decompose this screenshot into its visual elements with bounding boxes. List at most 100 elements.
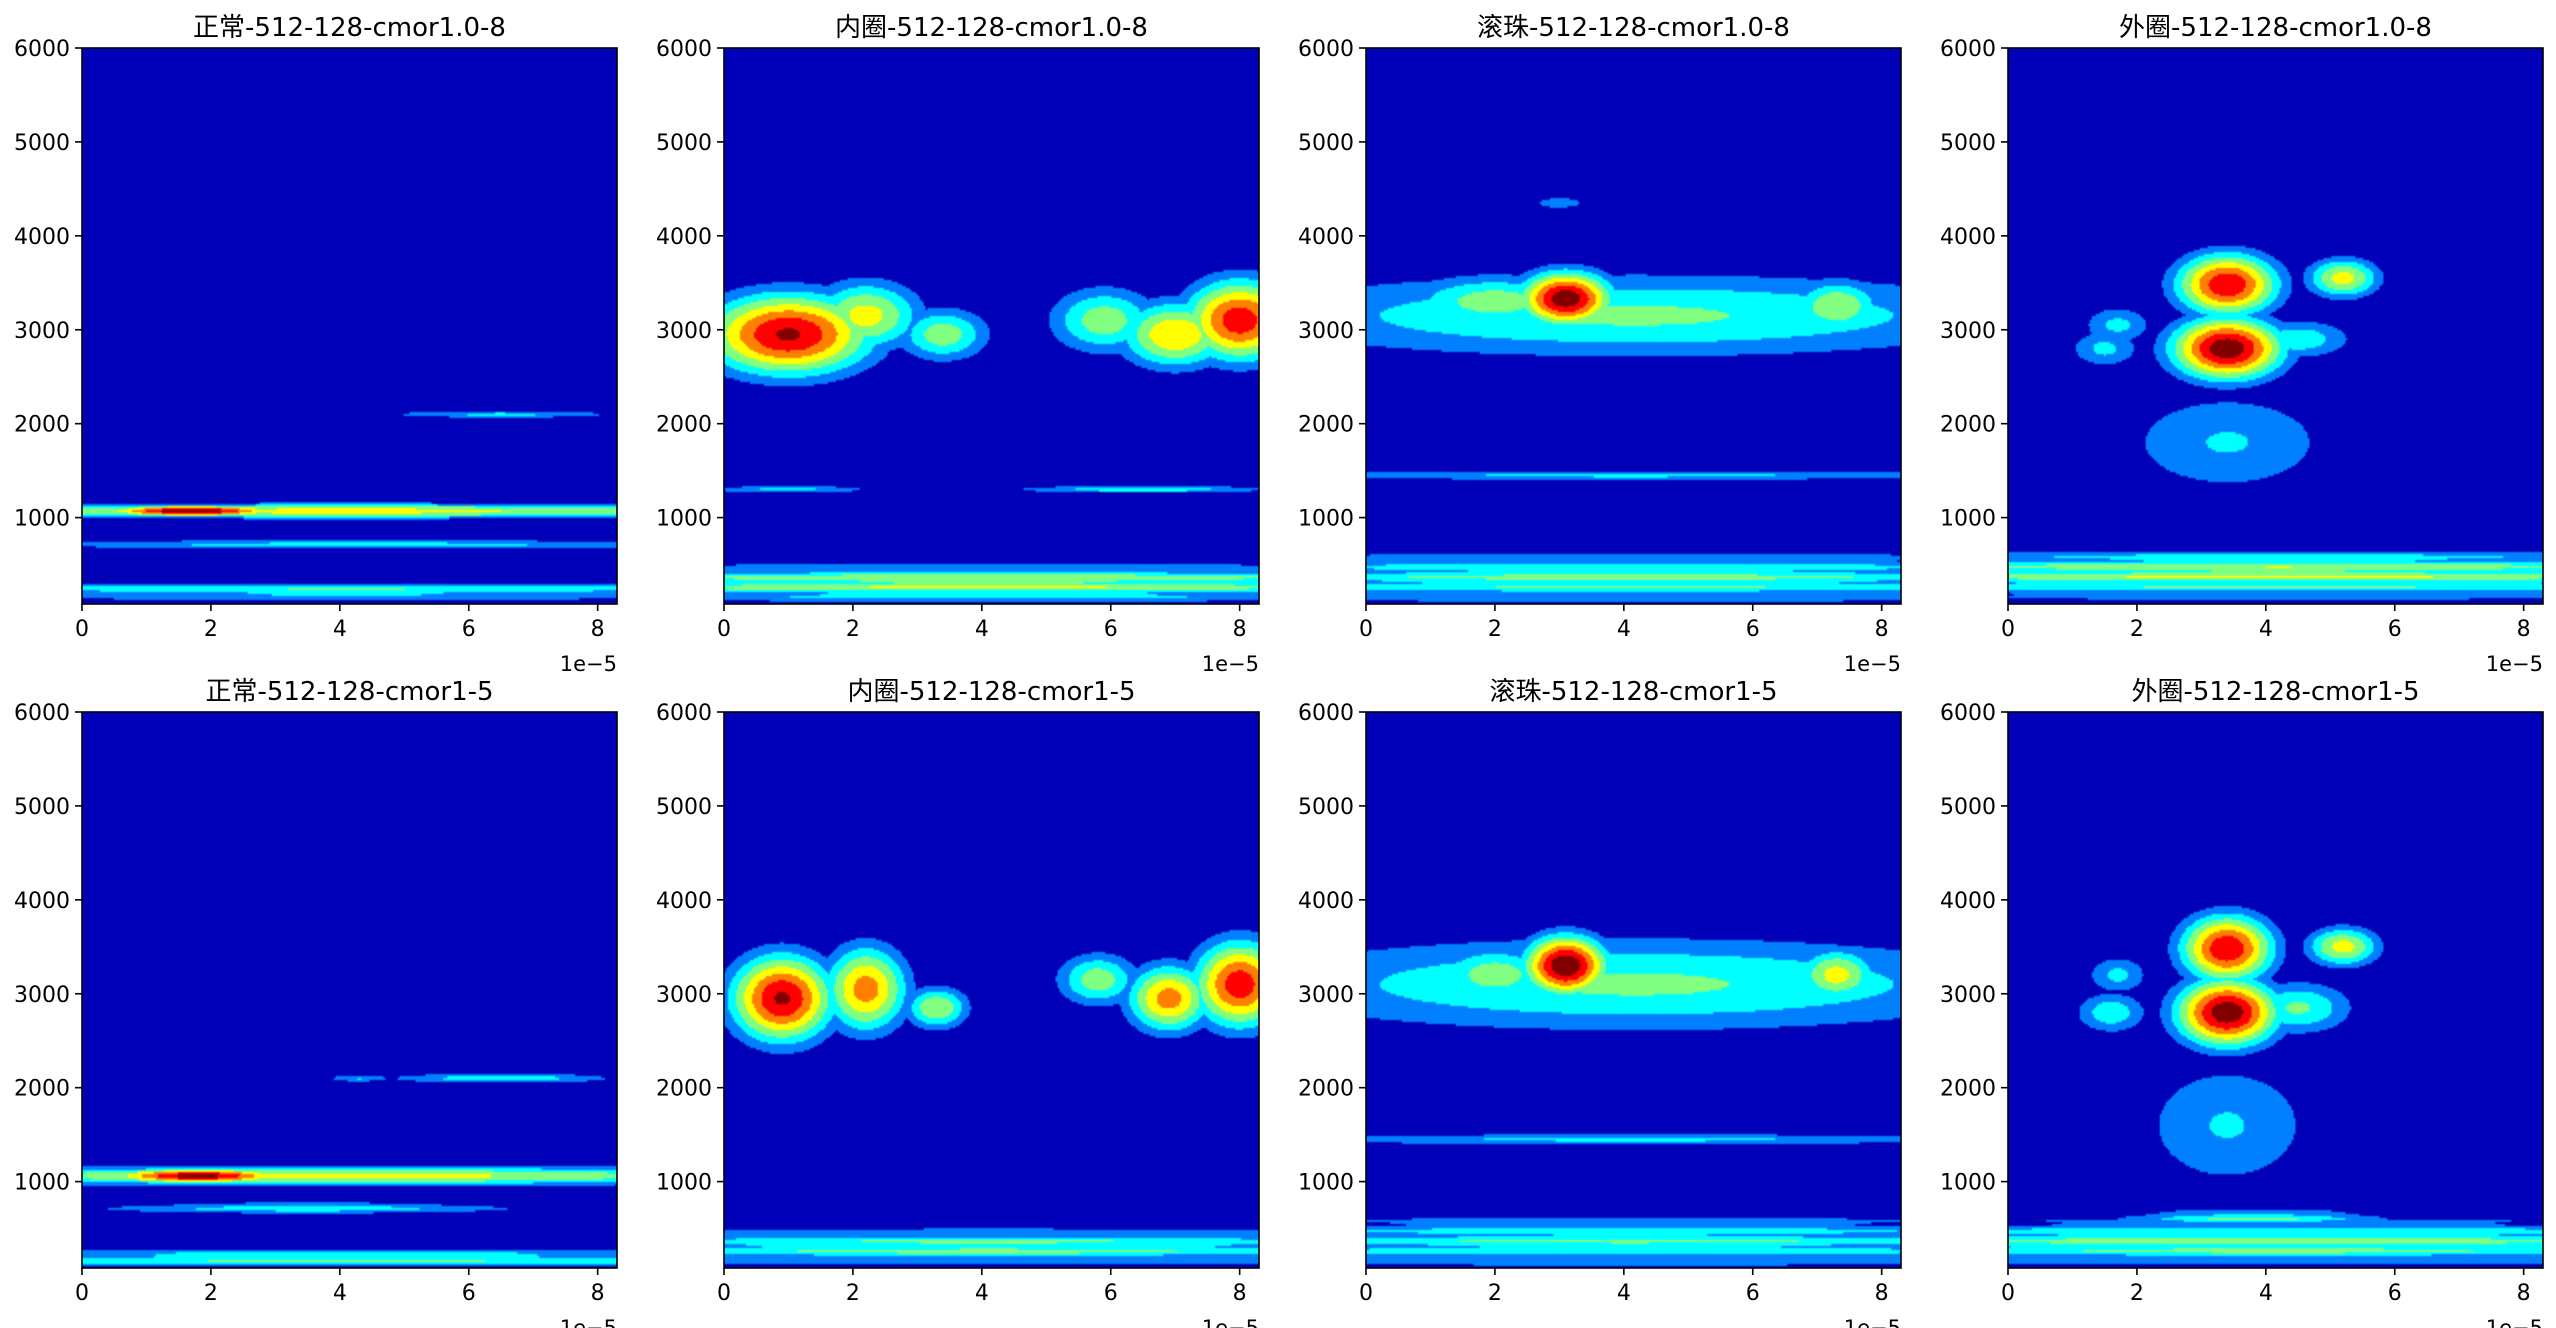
subplot-grid: 正常-512-128-cmor1.0-810002000300040005000… bbox=[14, 13, 2544, 1328]
y-tick-label: 6000 bbox=[1940, 37, 1996, 62]
x-tick-label: 6 bbox=[1746, 1281, 1760, 1306]
x-tick-label: 6 bbox=[462, 617, 476, 642]
x-offset-label: 1e−5 bbox=[560, 1316, 617, 1328]
y-tick-label: 1000 bbox=[656, 507, 712, 532]
x-tick-label: 0 bbox=[717, 1281, 731, 1306]
x-tick-label: 0 bbox=[75, 617, 89, 642]
x-offset-label: 1e−5 bbox=[1844, 1316, 1901, 1328]
axes-frame bbox=[723, 711, 1260, 1269]
x-tick-label: 0 bbox=[1359, 1281, 1373, 1306]
y-tick-label: 2000 bbox=[656, 413, 712, 438]
y-tick-label: 6000 bbox=[656, 701, 712, 726]
axes-frame bbox=[1365, 711, 1902, 1269]
y-tick-label: 5000 bbox=[1940, 131, 1996, 156]
x-tick-label: 4 bbox=[2259, 617, 2273, 642]
x-tick-label: 8 bbox=[591, 1281, 605, 1306]
x-tick-label: 2 bbox=[1488, 1281, 1502, 1306]
y-tick-label: 6000 bbox=[14, 701, 70, 726]
x-tick-label: 6 bbox=[462, 1281, 476, 1306]
subplot-5: 正常-512-128-cmor1-51000200030004000500060… bbox=[14, 677, 618, 1328]
y-tick-label: 3000 bbox=[14, 983, 70, 1008]
x-tick-label: 0 bbox=[2001, 617, 2015, 642]
subplot-title: 滚珠-512-128-cmor1.0-8 bbox=[1477, 13, 1790, 43]
x-offset-label: 1e−5 bbox=[560, 652, 617, 676]
x-tick-label: 0 bbox=[717, 617, 731, 642]
y-tick-label: 1000 bbox=[1298, 507, 1354, 532]
x-tick-label: 8 bbox=[1875, 617, 1889, 642]
y-tick-label: 1000 bbox=[1940, 507, 1996, 532]
subplot-title: 外圈-512-128-cmor1-5 bbox=[2131, 677, 2419, 707]
axes-frame bbox=[2007, 47, 2544, 605]
y-tick-label: 1000 bbox=[656, 1171, 712, 1196]
heatmap-image bbox=[1366, 48, 1901, 604]
y-tick-label: 2000 bbox=[656, 1077, 712, 1102]
x-tick-label: 2 bbox=[846, 617, 860, 642]
y-tick-label: 3000 bbox=[1940, 983, 1996, 1008]
y-tick-label: 2000 bbox=[1298, 413, 1354, 438]
y-tick-label: 6000 bbox=[1940, 701, 1996, 726]
x-tick-label: 2 bbox=[2130, 617, 2144, 642]
subplot-1: 正常-512-128-cmor1.0-8 1000 2000 3000 4000 5000… bbox=[14, 13, 618, 676]
x-tick-label: 4 bbox=[975, 1281, 989, 1306]
x-tick-label: 6 bbox=[1104, 1281, 1118, 1306]
x-tick-label: 6 bbox=[2388, 617, 2402, 642]
x-tick-label: 8 bbox=[1233, 617, 1247, 642]
x-tick-label: 0 bbox=[75, 1281, 89, 1306]
y-tick-label: 2000 bbox=[1940, 1077, 1996, 1102]
x-tick-label: 4 bbox=[975, 617, 989, 642]
x-tick-label: 2 bbox=[204, 1281, 218, 1306]
y-tick-label: 4000 bbox=[1940, 225, 1996, 250]
y-tick-label: 4000 bbox=[14, 225, 70, 250]
y-tick-label: 5000 bbox=[656, 131, 712, 156]
x-tick-label: 8 bbox=[2517, 617, 2531, 642]
x-tick-label: 6 bbox=[1746, 617, 1760, 642]
x-tick-label: 8 bbox=[591, 617, 605, 642]
x-tick-label: 0 bbox=[2001, 1281, 2015, 1306]
x-offset-label: 1e−5 bbox=[1844, 652, 1901, 676]
axes-frame bbox=[723, 47, 1260, 605]
subplot-title: 正常-512-128-cmor1-5 bbox=[205, 677, 493, 707]
x-tick-label: 4 bbox=[333, 617, 347, 642]
x-offset-label: 1e−5 bbox=[1202, 1316, 1259, 1328]
x-tick-label: 0 bbox=[1359, 617, 1373, 642]
heatmap-image bbox=[724, 48, 1259, 604]
y-tick-label: 1000 bbox=[1940, 1171, 1996, 1196]
x-tick-label: 6 bbox=[2388, 1281, 2402, 1306]
axes-frame bbox=[2007, 711, 2544, 1269]
y-tick-label: 2000 bbox=[14, 1077, 70, 1102]
subplot-title: 外圈-512-128-cmor1.0-8 bbox=[2119, 13, 2432, 43]
y-tick-label: 3000 bbox=[1940, 319, 1996, 344]
x-tick-label: 4 bbox=[1617, 1281, 1631, 1306]
y-tick-label: 3000 bbox=[656, 983, 712, 1008]
y-tick-label: 3000 bbox=[1298, 319, 1354, 344]
y-tick-label: 4000 bbox=[656, 225, 712, 250]
y-tick-label: 1000 bbox=[14, 507, 70, 532]
x-tick-label: 4 bbox=[333, 1281, 347, 1306]
y-tick-label: 4000 bbox=[14, 889, 70, 914]
x-tick-label: 2 bbox=[1488, 617, 1502, 642]
x-offset-label: 1e−5 bbox=[2486, 1316, 2543, 1328]
heatmap-image bbox=[82, 712, 617, 1268]
y-tick-label: 5000 bbox=[14, 795, 70, 820]
x-tick-label: 2 bbox=[204, 617, 218, 642]
y-tick-label: 4000 bbox=[1298, 225, 1354, 250]
y-tick-label: 5000 bbox=[1298, 131, 1354, 156]
x-offset-label: 1e−5 bbox=[1202, 652, 1259, 676]
y-tick-label: 3000 bbox=[14, 319, 70, 344]
axes-frame bbox=[81, 711, 618, 1269]
y-tick-label: 1000 bbox=[14, 1171, 70, 1196]
y-tick-label: 6000 bbox=[656, 37, 712, 62]
y-tick-label: 2000 bbox=[14, 413, 70, 438]
y-tick-label: 4000 bbox=[1940, 889, 1996, 914]
x-tick-label: 8 bbox=[1875, 1281, 1889, 1306]
x-tick-label: 8 bbox=[1233, 1281, 1247, 1306]
y-tick-label: 5000 bbox=[1940, 795, 1996, 820]
x-tick-label: 4 bbox=[2259, 1281, 2273, 1306]
x-tick-label: 2 bbox=[846, 1281, 860, 1306]
y-tick-label: 4000 bbox=[1298, 889, 1354, 914]
y-tick-label: 4000 bbox=[656, 889, 712, 914]
y-tick-label: 5000 bbox=[1298, 795, 1354, 820]
x-offset-label: 1e−5 bbox=[2486, 652, 2543, 676]
y-tick-label: 5000 bbox=[656, 795, 712, 820]
